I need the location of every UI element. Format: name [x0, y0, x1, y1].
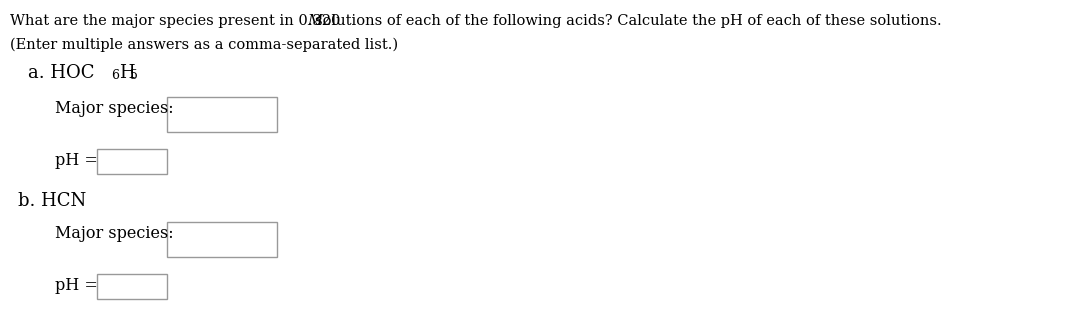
Bar	[97, 149, 167, 174]
Text: H: H	[119, 64, 135, 82]
Text: (Enter multiple answers as a comma-separated list.): (Enter multiple answers as a comma-separ…	[10, 38, 398, 52]
Text: b. HCN: b. HCN	[18, 192, 86, 210]
Bar	[167, 222, 277, 257]
Text: pH =: pH =	[55, 152, 98, 169]
Text: a. HOC: a. HOC	[28, 64, 95, 82]
Bar	[97, 274, 167, 299]
Text: 5: 5	[130, 69, 138, 82]
Text: Major species:: Major species:	[55, 100, 174, 117]
Text: What are the major species present in 0.320: What are the major species present in 0.…	[10, 14, 345, 28]
Text: 6: 6	[111, 69, 119, 82]
Text: pH =: pH =	[55, 277, 98, 294]
Bar	[167, 97, 277, 132]
Text: M: M	[307, 14, 322, 28]
Text: Major species:: Major species:	[55, 225, 174, 242]
Text: solutions of each of the following acids? Calculate the pH of each of these solu: solutions of each of the following acids…	[315, 14, 941, 28]
